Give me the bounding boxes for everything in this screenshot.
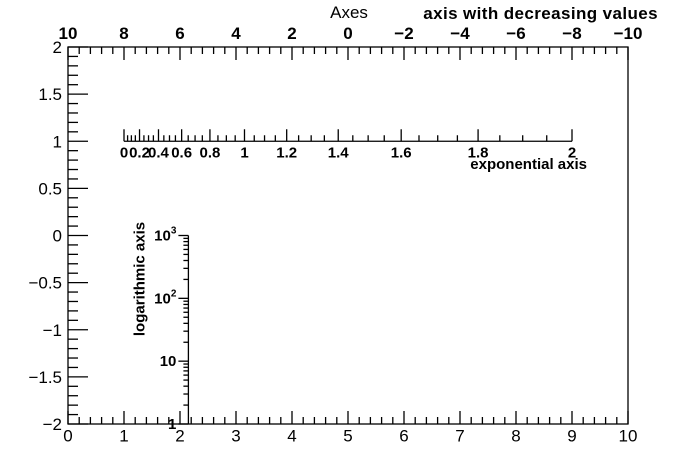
exponential-axis-tick-label: 0.8 (200, 144, 221, 161)
bottom-axis-tick-label: 0 (63, 427, 72, 446)
top-axis-tick-label: −2 (394, 24, 413, 43)
top-axis-tick-label: 0 (343, 24, 352, 43)
exponential-axis-tick-label: 1.8 (468, 144, 489, 161)
top-axis-tick-label: 8 (119, 24, 128, 43)
top-axis-tick-label: 6 (175, 24, 184, 43)
log-axis-tick-label: 1 (168, 416, 176, 433)
left-axis-tick-label: 0.5 (38, 179, 62, 198)
bottom-axis-tick-label: 6 (399, 427, 408, 446)
log-axis-tick-label: 103 (154, 226, 177, 245)
log-axis-tick-label: 102 (154, 288, 177, 307)
top-axis-tick-label: 10 (59, 24, 78, 43)
bottom-axis-tick-label: 8 (511, 427, 520, 446)
exponential-axis-tick-label: 1.4 (328, 144, 350, 161)
exponential-axis-tick-label: 2 (568, 144, 576, 161)
left-axis-tick-label: −2 (43, 415, 62, 434)
bottom-axis-tick-label: 2 (175, 427, 184, 446)
exponential-axis-tick-label: 1.6 (391, 144, 412, 161)
top-axis-tick-label: −4 (450, 24, 470, 43)
top-axis-tick-label: −8 (562, 24, 581, 43)
exponential-axis-tick-label: 1 (240, 144, 248, 161)
left-axis-tick-label: −0.5 (28, 274, 62, 293)
plot-title: Axes (330, 3, 368, 22)
left-axis-tick-label: −1.5 (28, 368, 62, 387)
exponential-axis-tick-label: 0.2 (129, 144, 150, 161)
exponential-axis-title: exponential axis (470, 156, 587, 173)
top-axis-title: axis with decreasing values (423, 4, 658, 23)
top-axis-tick-label: −10 (614, 24, 643, 43)
top-axis-tick-label: 2 (287, 24, 296, 43)
plot-frame (67, 46, 629, 425)
top-axis-tick-label: −6 (506, 24, 525, 43)
bottom-axis-tick-label: 1 (119, 427, 128, 446)
exponential-axis-tick-label: 0.4 (148, 144, 170, 161)
bottom-axis-tick-label: 5 (343, 427, 352, 446)
bottom-axis-tick-label: 3 (231, 427, 240, 446)
top-axis-tick-label: 4 (231, 24, 241, 43)
left-axis-tick-label: 0 (53, 227, 62, 246)
bottom-axis-tick-label: 4 (287, 427, 296, 446)
left-axis-tick-label: 1 (53, 132, 62, 151)
left-axis-tick-label: −1 (43, 321, 62, 340)
log-axis-tick-label: 10 (160, 353, 177, 370)
left-axis-tick-label: 1.5 (38, 85, 62, 104)
exponential-axis-tick-label: 1.2 (276, 144, 297, 161)
exponential-axis-tick-label: 0.6 (171, 144, 192, 161)
bottom-axis-tick-label: 9 (567, 427, 576, 446)
bottom-axis-tick-label: 7 (455, 427, 464, 446)
left-axis-tick-label: 2 (53, 38, 62, 57)
exponential-axis-tick-label: 0 (120, 144, 128, 161)
bottom-axis-tick-label: 10 (619, 427, 638, 446)
log-axis-title: logarithmic axis (131, 221, 149, 337)
